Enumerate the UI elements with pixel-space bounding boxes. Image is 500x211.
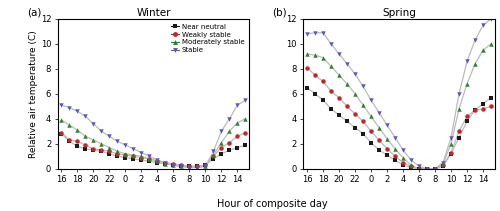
Title: Winter: Winter — [136, 8, 170, 18]
Title: Spring: Spring — [382, 8, 416, 18]
Text: Hour of composite day: Hour of composite day — [217, 199, 328, 209]
Legend: Near neutral, Weakly stable, Moderately stable, Stable: Near neutral, Weakly stable, Moderately … — [170, 22, 246, 54]
Text: (b): (b) — [272, 7, 287, 17]
Text: (a): (a) — [27, 7, 41, 17]
Y-axis label: Relative air temperature (C): Relative air temperature (C) — [29, 30, 38, 158]
